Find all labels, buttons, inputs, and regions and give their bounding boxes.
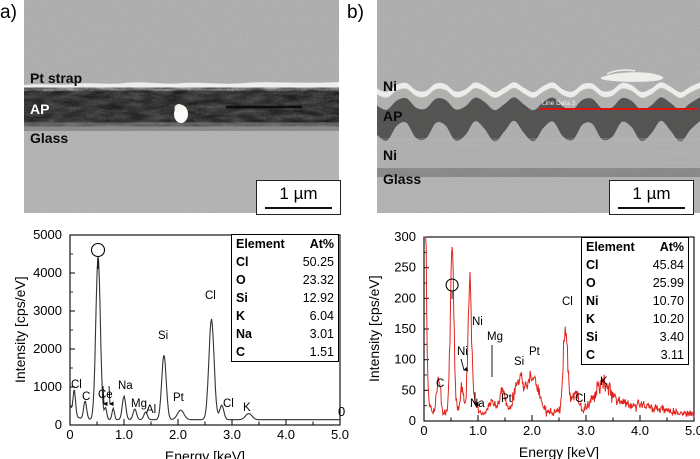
svg-text:C: C	[82, 391, 90, 403]
svg-text:Cl: Cl	[575, 393, 586, 405]
svg-text:1000: 1000	[33, 379, 62, 394]
svg-text:Pt: Pt	[501, 393, 513, 405]
svg-text:K: K	[243, 402, 251, 414]
svg-text:C: C	[436, 378, 444, 390]
svg-text:Pt: Pt	[173, 392, 185, 404]
svg-text:150: 150	[394, 321, 416, 336]
svg-text:3.0: 3.0	[577, 423, 595, 438]
svg-text:Cl: Cl	[562, 296, 573, 308]
svg-text:Al: Al	[146, 404, 156, 416]
svg-text:4.0: 4.0	[277, 427, 295, 442]
svg-text:0: 0	[55, 417, 62, 432]
svg-text:Ni: Ni	[457, 346, 468, 358]
svg-text:Cl: Cl	[223, 398, 234, 410]
svg-text:300: 300	[394, 229, 416, 244]
svg-text:2000: 2000	[33, 341, 62, 356]
svg-text:K: K	[600, 376, 608, 388]
svg-text:Cl: Cl	[71, 379, 82, 391]
svg-text:Pt: Pt	[529, 346, 541, 358]
svg-text:Cl: Cl	[205, 290, 216, 302]
svg-text:3.0: 3.0	[223, 427, 241, 442]
svg-text:5.0: 5.0	[331, 427, 349, 442]
svg-text:250: 250	[394, 260, 416, 275]
svg-text:4000: 4000	[33, 265, 62, 280]
svg-text:1.0: 1.0	[469, 423, 487, 438]
svg-text:Line Data 3: Line Data 3	[542, 100, 576, 107]
svg-text:Si: Si	[158, 330, 168, 342]
svg-text:100: 100	[394, 352, 416, 367]
svg-text:2.0: 2.0	[523, 423, 541, 438]
svg-text:Si: Si	[514, 356, 524, 368]
svg-text:Ce: Ce	[98, 389, 113, 401]
svg-text:5000: 5000	[33, 227, 62, 242]
svg-text:200: 200	[394, 290, 416, 305]
svg-text:0: 0	[66, 427, 73, 442]
svg-text:5.0: 5.0	[685, 423, 700, 438]
svg-text:3000: 3000	[33, 303, 62, 318]
svg-text:Na: Na	[118, 380, 133, 392]
svg-text:4.0: 4.0	[631, 423, 649, 438]
svg-text:2.0: 2.0	[169, 427, 187, 442]
svg-text:0: 0	[420, 423, 427, 438]
svg-text:1.0: 1.0	[115, 427, 133, 442]
svg-text:Ni: Ni	[472, 316, 483, 328]
svg-text:50: 50	[402, 382, 416, 397]
svg-text:Na: Na	[470, 398, 485, 410]
svg-text:0: 0	[409, 413, 416, 428]
svg-text:Mg: Mg	[131, 398, 147, 410]
svg-text:Mg: Mg	[487, 331, 503, 343]
